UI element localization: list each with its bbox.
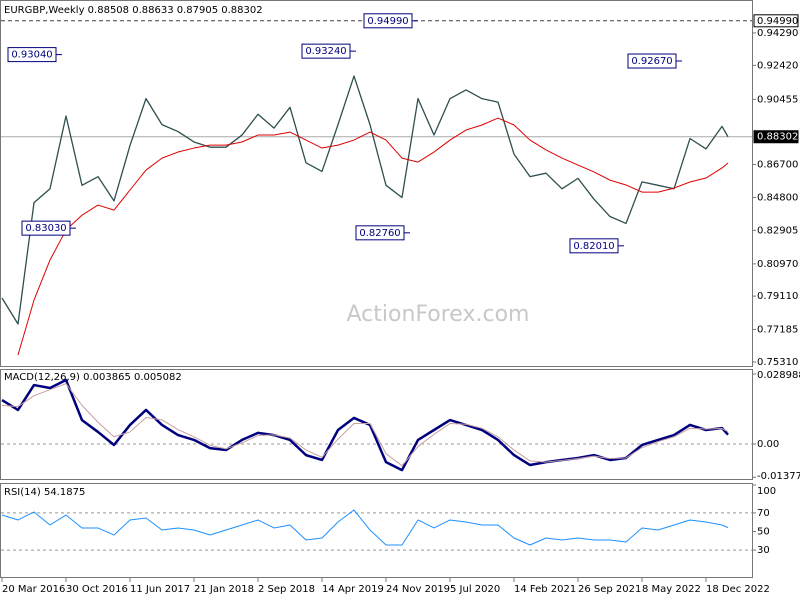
annotation-label: 0.83030 — [25, 223, 66, 234]
y-tick-label: 0.00 — [757, 439, 779, 450]
x-tick-label: 14 Feb 2021 — [514, 584, 576, 595]
annotation-label: 0.93040 — [11, 50, 52, 61]
series-line — [1, 509, 729, 546]
annotation-label: 0.93240 — [305, 46, 346, 57]
annotation-box — [355, 225, 405, 241]
price-panel-frame — [0, 0, 753, 367]
y-tick-label: 0.94290 — [757, 28, 798, 39]
price-line-label-box — [753, 130, 799, 144]
watermark: ActionForex.com — [347, 302, 530, 327]
y-tick-label: 0.79110 — [757, 291, 798, 302]
annotation-box — [7, 47, 57, 63]
y-tick-label: 0.75310 — [757, 357, 798, 368]
macd-title: MACD(12,26,9) 0.003865 0.005082 — [4, 372, 182, 383]
y-tick-label: 30 — [757, 545, 770, 556]
x-tick-label: 14 Apr 2019 — [322, 584, 384, 595]
annotation-label: 0.82760 — [359, 228, 400, 239]
annotation-box — [569, 238, 619, 254]
x-tick-label: 21 Jan 2018 — [194, 584, 254, 595]
x-tick-label: 24 Nov 2019 — [386, 584, 450, 595]
x-tick-label: 11 Jun 2017 — [130, 584, 190, 595]
series-line — [17, 117, 729, 356]
y-tick-label: 100 — [757, 486, 776, 497]
y-tick-label: 0.77185 — [757, 324, 798, 335]
rsi-panel-frame — [0, 483, 753, 578]
annotation-box — [301, 43, 351, 59]
x-tick-label: 2 Sep 2018 — [258, 584, 315, 595]
x-tick-label: 8 May 2022 — [642, 584, 701, 595]
y-tick-label: 0.80970 — [757, 259, 798, 270]
y-tick-label: 0.86700 — [757, 160, 798, 171]
series-line — [1, 75, 729, 325]
annotation-box — [21, 220, 71, 236]
x-tick-label: 30 Oct 2016 — [66, 584, 128, 595]
annotation-label: 0.82010 — [573, 241, 614, 252]
y-tick-label: 50 — [757, 527, 770, 538]
y-tick-label: 0.84800 — [757, 192, 798, 203]
y-tick-label: 0.90455 — [757, 94, 798, 105]
annotation-box — [363, 13, 413, 29]
annotation-label: 0.94990 — [367, 16, 408, 27]
price-line-label-box — [753, 14, 799, 28]
x-tick-label: 20 Mar 2016 — [2, 584, 65, 595]
price-line-label: 0.94990 — [757, 16, 798, 27]
price-line-label: 0.88302 — [757, 132, 798, 143]
y-tick-label: 0.92420 — [757, 60, 798, 71]
y-tick-label: 70 — [757, 508, 770, 519]
rsi-title: RSI(14) 54.1875 — [4, 487, 85, 498]
y-tick-label: 0.028988 — [757, 370, 800, 381]
series-line — [1, 378, 729, 472]
annotation-label: 0.92670 — [631, 56, 672, 67]
macd-panel-frame — [0, 369, 753, 480]
y-tick-label: -0.013779 — [757, 471, 800, 482]
x-tick-label: 18 Dec 2022 — [706, 584, 770, 595]
y-tick-label: 0.82905 — [757, 225, 798, 236]
x-tick-label: 5 Jul 2020 — [450, 584, 500, 595]
x-tick-label: 26 Sep 2021 — [578, 584, 641, 595]
price-title: EURGBP,Weekly 0.88508 0.88633 0.87905 0.… — [4, 5, 263, 16]
annotation-box — [627, 53, 677, 69]
series-line — [1, 383, 729, 467]
